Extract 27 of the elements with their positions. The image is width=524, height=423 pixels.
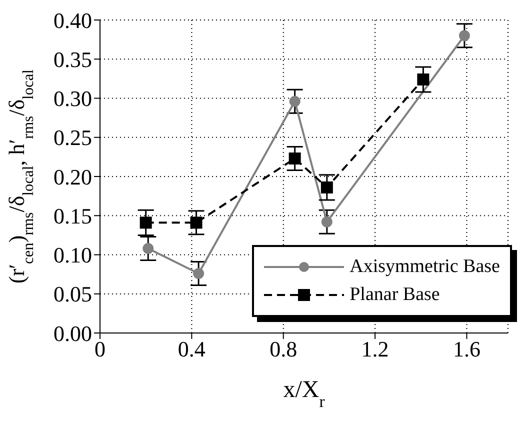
legend-label: Planar Base: [350, 283, 440, 307]
x-tick-label: 0.8: [270, 336, 298, 362]
x-axis-title: x/X$_{r}$: [283, 377, 326, 410]
point: [417, 73, 430, 86]
y-tick-label: 0.00: [54, 320, 92, 346]
x-tick-label: 1.6: [452, 336, 480, 362]
x-tick-label: 1.2: [361, 336, 389, 362]
point: [193, 268, 204, 280]
y-tick-label: 0.25: [54, 125, 92, 150]
y-tick-label: 0.10: [54, 242, 92, 268]
y-tick-label: 0.15: [54, 203, 92, 228]
x-tick-label: 0.4: [178, 336, 206, 362]
point: [321, 216, 332, 228]
point: [140, 216, 152, 229]
y-tick-label: 0.35: [54, 46, 92, 72]
y-tick-label: 0.30: [54, 86, 92, 112]
point: [190, 216, 202, 229]
point: [320, 181, 333, 194]
y-tick-label: 0.20: [54, 164, 92, 190]
point: [458, 30, 470, 42]
point: [142, 242, 154, 254]
y-tick-label: 0.05: [54, 282, 92, 307]
legend-label: Axisymmetric Base: [350, 255, 500, 279]
y-tick-label: 0.40: [54, 8, 92, 33]
x-tick-label: 0: [94, 336, 106, 362]
point: [288, 152, 301, 165]
point: [289, 96, 300, 107]
